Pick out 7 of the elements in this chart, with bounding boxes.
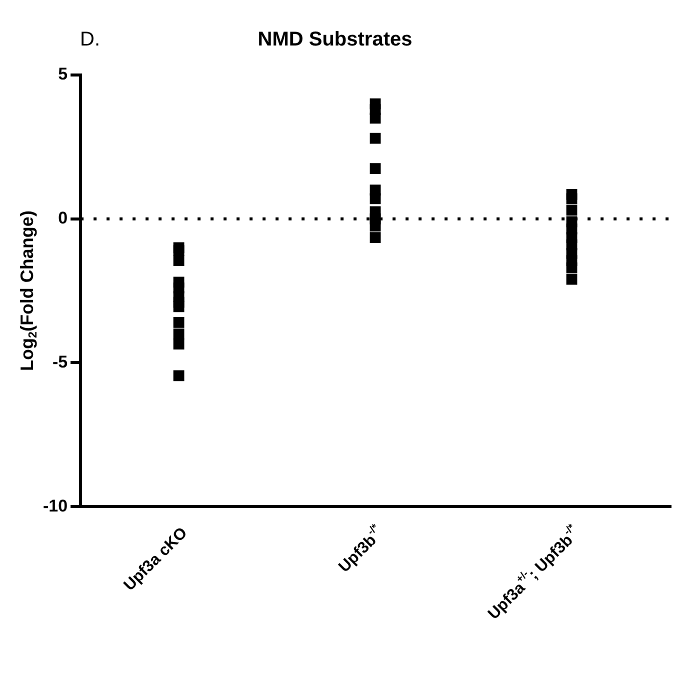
y-axis-title: Log2(Fold Change) <box>16 210 40 372</box>
chart-title: NMD Substrates <box>258 28 412 51</box>
y-tick-label: -10 <box>42 496 68 516</box>
y-tick-label: 0 <box>58 208 68 228</box>
y-tick-label: 5 <box>58 64 68 84</box>
y-tick-label: -5 <box>52 352 68 372</box>
text: D. <box>80 28 100 51</box>
